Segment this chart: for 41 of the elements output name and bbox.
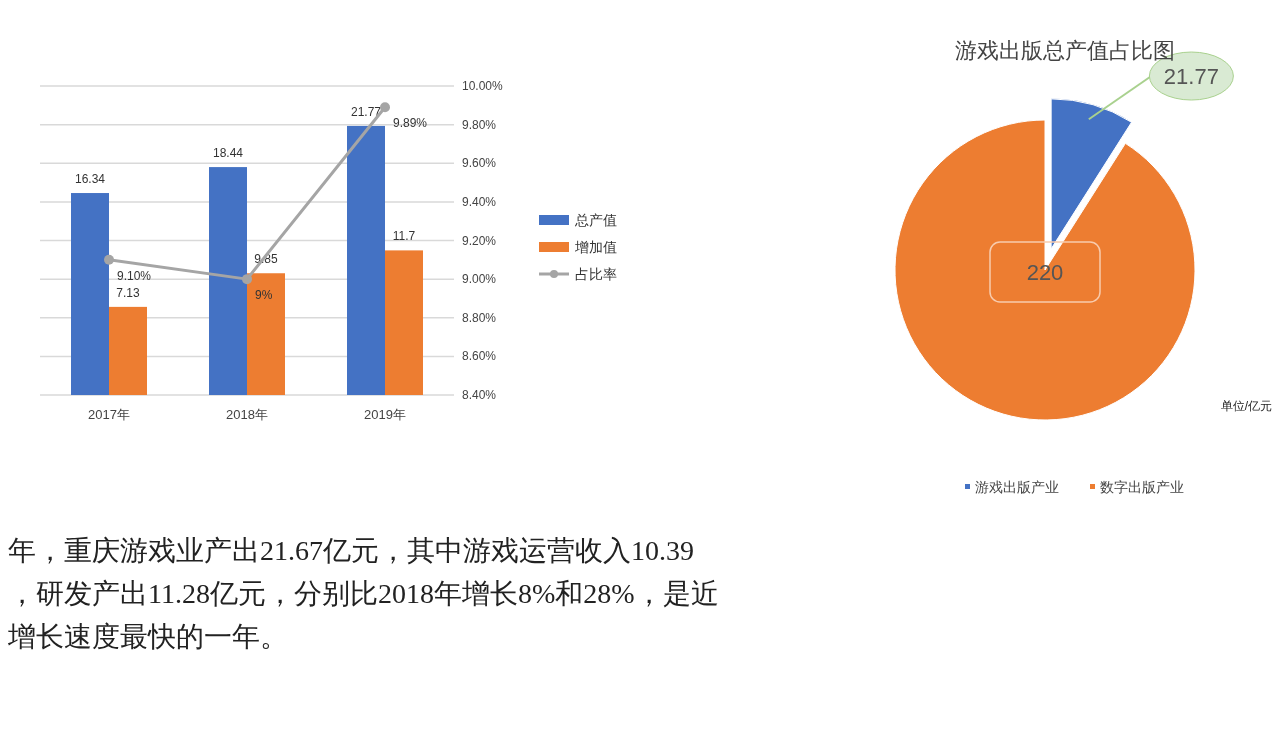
data-label: 9.89% xyxy=(393,116,428,131)
point xyxy=(242,274,252,285)
x-tick-label: 2019年 xyxy=(364,407,406,422)
y2-tick-label: 9.20% xyxy=(462,233,497,248)
y2-tick-label: 9.40% xyxy=(462,194,497,209)
y2-tick-label: 9.00% xyxy=(462,272,497,287)
data-label: 7.13 xyxy=(116,285,140,300)
bar xyxy=(109,306,147,395)
y2-tick-label: 8.60% xyxy=(462,349,497,364)
data-label: 11.7 xyxy=(392,229,416,244)
legend-label: 游戏出版产业 xyxy=(975,479,1059,495)
data-label: 16.34 xyxy=(74,172,106,187)
x-tick-label: 2017年 xyxy=(88,407,130,422)
data-label: 21.77 xyxy=(350,104,382,119)
data-label: 21.77 xyxy=(1163,64,1219,90)
legend-label: 占比率 xyxy=(575,266,617,282)
y2-tick-label: 9.80% xyxy=(462,117,497,132)
y2-tick-label: 9.60% xyxy=(462,156,497,171)
point xyxy=(380,102,390,113)
legend-label: 总产值 xyxy=(574,212,617,228)
point xyxy=(104,254,114,265)
legend-label: 数字出版产业 xyxy=(1100,479,1184,495)
data-label: 18.44 xyxy=(212,146,244,161)
data-label: 9.10% xyxy=(117,268,152,283)
chart-title: 游戏出版总产值占比图 xyxy=(955,38,1175,63)
text: 单位/亿元 xyxy=(1220,399,1272,413)
bar xyxy=(71,193,109,395)
text: 增长速度最快的一年。 xyxy=(7,621,288,652)
text: 年，重庆游戏业产出21.67亿元，其中游戏运营收入10.39 xyxy=(8,535,694,566)
x-tick-label: 2018年 xyxy=(226,407,268,422)
y2-tick-label: 8.80% xyxy=(462,310,497,325)
text: ，研发产出11.28亿元，分别比2018年增长8%和28%，是近 xyxy=(8,578,719,609)
data-label: 220 xyxy=(1026,260,1064,285)
y2-tick-label: 8.40% xyxy=(462,388,497,402)
bar xyxy=(209,167,247,395)
bar xyxy=(247,273,285,395)
data-label: 9% xyxy=(255,288,273,303)
bar xyxy=(347,125,385,395)
y2-tick-label: 10.00% xyxy=(462,79,504,93)
bar xyxy=(385,250,423,395)
legend-label: 增加值 xyxy=(574,239,617,255)
